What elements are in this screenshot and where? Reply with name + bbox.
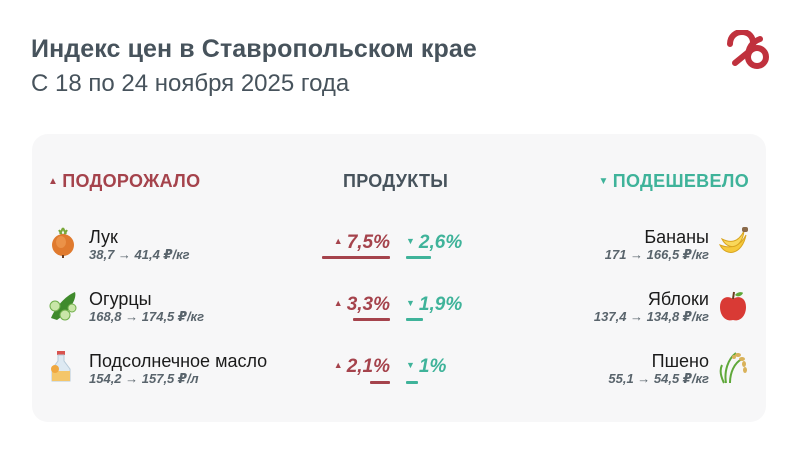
decrease-bar-row-2 [406,318,423,321]
list-item-sunflower-oil: Подсолнечное масло 154,2 → 157,5 ₽/л [89,351,268,386]
column-header-products: ПРОДУКТЫ [343,171,449,191]
list-item-onion: Лук 38,7 → 41,4 ₽/кг [89,227,190,262]
page-title: Индекс цен в Ставропольском крае [31,35,477,63]
change-increase-row-3: ▲ 2,1% [333,356,390,377]
change-decrease-row-2: ▼ 1,9% [406,294,463,315]
triangle-down-icon: ▼ [598,176,609,187]
cucumber-icon [45,288,79,324]
millet-icon [716,349,750,385]
apple-icon [716,288,750,324]
decrease-bar-row-1 [406,256,431,259]
change-decrease-row-3: ▼ 1% [406,356,447,377]
column-header-decreased: ▼ ПОДЕШЕВЕЛО [598,171,749,191]
list-item-bananas: Бананы 171 → 166,5 ₽/кг [604,227,709,262]
logo-26-icon [726,28,770,70]
price-index-card [32,134,766,422]
change-decrease-row-1: ▼ 2,6% [406,232,463,253]
list-item-cucumbers: Огурцы 168,8 → 174,5 ₽/кг [89,289,205,324]
page-subtitle: С 18 по 24 ноября 2025 года [31,70,350,97]
change-increase-row-2: ▲ 3,3% [333,294,390,315]
list-item-apples: Яблоки 137,4 → 134,8 ₽/кг [593,289,709,324]
increase-bar-row-2 [353,318,390,321]
onion-icon [46,224,80,260]
oil-bottle-icon [44,349,78,385]
increase-bar-row-3 [370,381,390,384]
decrease-bar-row-3 [406,381,418,384]
column-header-increased: ▲ ПОДОРОЖАЛО [48,171,201,191]
list-item-millet: Пшено 55,1 → 54,5 ₽/кг [608,351,709,386]
triangle-up-icon: ▲ [48,176,59,187]
increase-bar-row-1 [322,256,390,259]
banana-icon [716,225,750,261]
change-increase-row-1: ▲ 7,5% [333,232,390,253]
